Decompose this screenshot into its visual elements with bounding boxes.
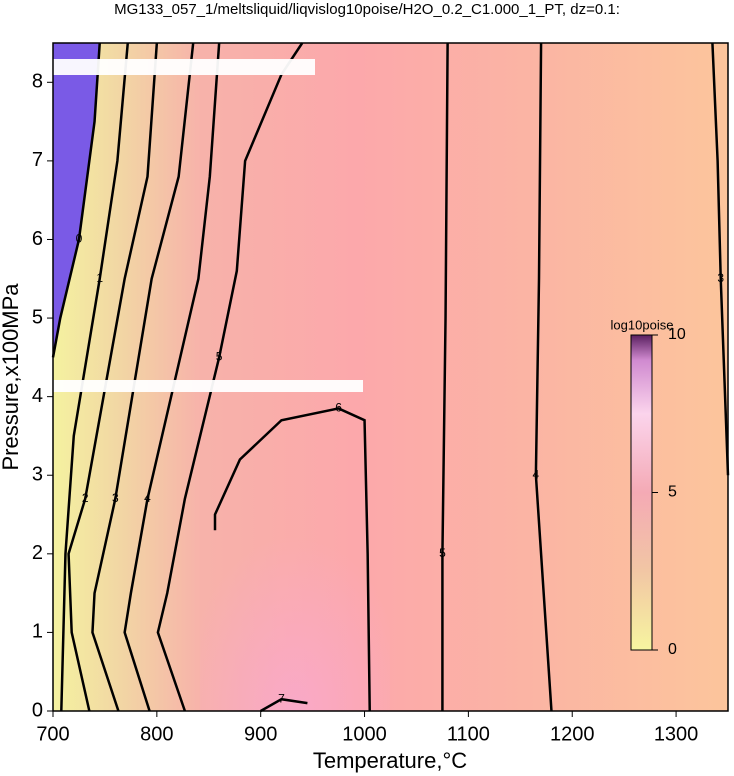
contour-line <box>51 42 101 358</box>
x-tick-label: 1100 <box>447 723 490 745</box>
contour-line <box>67 42 159 712</box>
contour-line <box>260 697 308 713</box>
contour-label: 2 <box>82 491 89 505</box>
contour-label: 1 <box>96 271 103 285</box>
contour-label: 7 <box>278 691 285 705</box>
contour-line <box>60 42 130 712</box>
contour-line <box>711 42 730 476</box>
contour-label: 4 <box>533 467 540 481</box>
blank-band <box>53 59 315 75</box>
contour-label: 5 <box>439 546 446 560</box>
y-tick-label: 0 <box>32 699 43 721</box>
x-tick-label: 900 <box>244 723 277 745</box>
x-axis-label: Temperature,°C <box>313 748 467 773</box>
y-axis-label: Pressure,x100MPa <box>0 283 23 471</box>
x-tick-label: 800 <box>140 723 173 745</box>
x-tick-label: 1200 <box>550 723 595 745</box>
x-tick-label: 700 <box>36 723 69 745</box>
chart-title: MG133_057_1/meltsliquid/liqvislog10poise… <box>114 1 620 18</box>
y-tick-label: 8 <box>32 71 43 93</box>
y-tick-label: 6 <box>32 228 43 250</box>
contour-layer: 0 1 2 3 4 5 6 7 5 4 3 <box>51 42 730 713</box>
plot-shade <box>200 420 390 711</box>
x-tick-label: 1000 <box>342 723 387 745</box>
colorbar <box>630 334 653 651</box>
contour-line <box>213 407 371 712</box>
low-region <box>53 43 100 358</box>
y-tick-label: 5 <box>32 306 43 328</box>
blank-band <box>53 380 363 392</box>
x-tick-label: 1300 <box>654 723 699 745</box>
colorbar-tick-label: 10 <box>668 326 686 343</box>
colorbar-tick-label: 0 <box>668 641 677 658</box>
y-tick-label: 3 <box>32 464 43 486</box>
contour-line <box>156 42 304 712</box>
contour-label: 6 <box>335 401 342 415</box>
plot-background <box>53 43 728 711</box>
contour-label: 4 <box>144 491 151 505</box>
plot-frame <box>52 42 729 712</box>
contour-label: 5 <box>216 350 223 364</box>
contour-line <box>123 42 221 712</box>
y-tick-label: 2 <box>32 542 43 564</box>
y-tick-label: 7 <box>32 149 43 171</box>
contour-label: 0 <box>76 232 83 246</box>
contour-label: 3 <box>717 271 724 285</box>
colorbar-label: log10poise <box>611 317 674 332</box>
y-tick-label: 1 <box>32 621 43 643</box>
contour-line <box>441 42 449 711</box>
contour-label: 3 <box>112 491 119 505</box>
colorbar-tick-label: 5 <box>668 484 677 501</box>
contour-line <box>534 42 553 712</box>
contour-line <box>91 42 195 712</box>
y-tick-label: 4 <box>32 385 43 407</box>
